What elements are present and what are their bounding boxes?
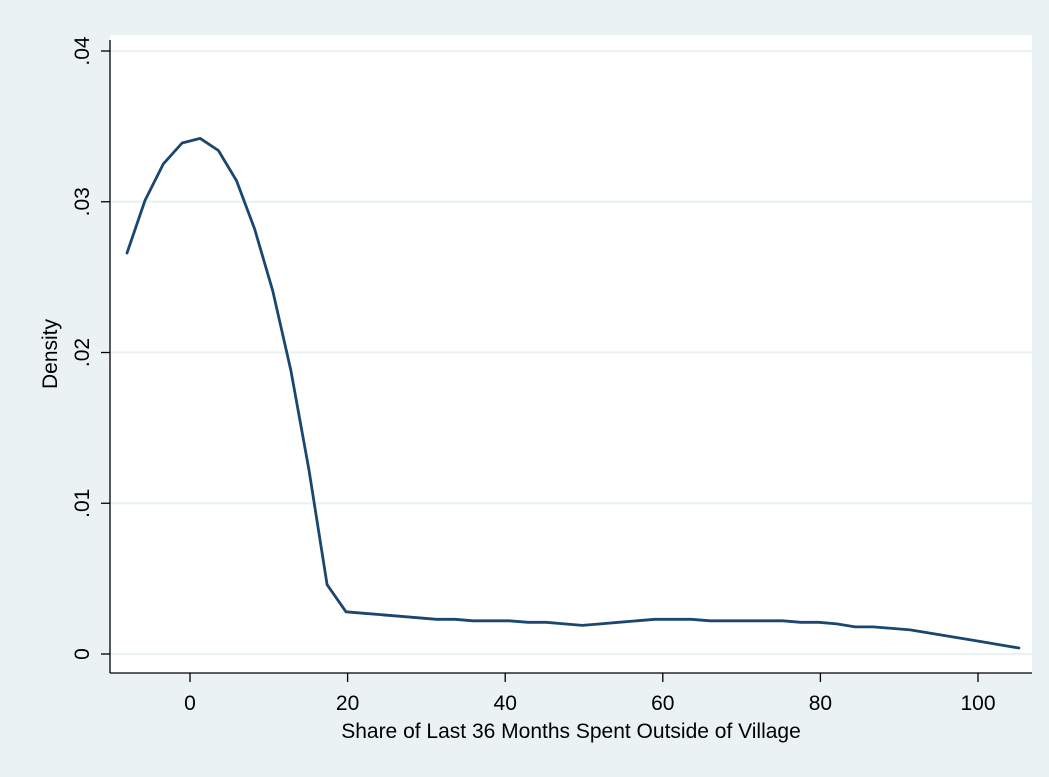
density-line-0 <box>125 136 1021 650</box>
x-tick-label-3: 60 <box>651 692 674 715</box>
axes <box>109 40 1032 674</box>
y-tick-label-1: .01 <box>71 489 94 518</box>
y-tick-label-0: 0 <box>71 648 94 660</box>
x-tick-label-4: 80 <box>809 692 832 715</box>
x-tick-label-5: 100 <box>960 692 995 715</box>
tick-labels: 0 .01 .02 .03 .04 0 20 40 60 80 100 <box>71 36 996 715</box>
y-tick-label-2: .02 <box>71 338 94 367</box>
plot-area <box>110 35 1032 673</box>
x-tick-label-1: 20 <box>336 692 359 715</box>
density-series <box>125 136 1021 650</box>
y-tick-label-3: .03 <box>71 187 94 216</box>
tick-marks <box>101 50 979 682</box>
x-tick-label-0: 0 <box>184 692 196 715</box>
y-tick-label-4: .04 <box>71 36 94 66</box>
grid-lines <box>110 49 1032 656</box>
y-axis-title: Density <box>39 318 62 389</box>
x-tick-label-2: 40 <box>494 692 517 715</box>
x-axis-title: Share of Last 36 Months Spent Outside of… <box>341 720 801 743</box>
